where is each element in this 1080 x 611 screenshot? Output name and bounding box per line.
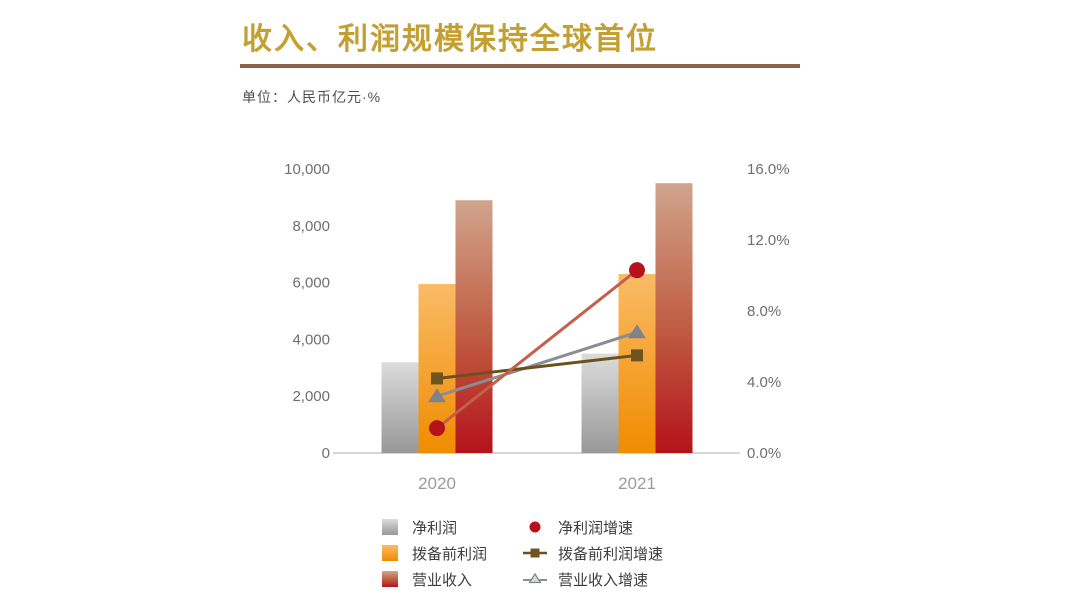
legend-label-pre-provision-profit: 拨备前利润 <box>412 545 488 563</box>
legend-marker-pre-provision-profit-growth-icon <box>522 545 548 561</box>
legend-row-1: 净利润 净利润增速 <box>382 514 663 540</box>
combo-chart: 10,000 8,000 6,000 4,000 2,000 0 16.0% 12.0% 8.0… <box>250 148 810 508</box>
svg-text:2,000: 2,000 <box>292 388 330 405</box>
legend-label-pre-provision-profit-growth: 拨备前利润增速 <box>558 545 664 563</box>
page-title: 收入、利润规模保持全球首位 <box>242 23 658 56</box>
svg-text:0.0%: 0.0% <box>747 445 781 462</box>
legend-swatch-net-profit <box>382 519 398 535</box>
legend-row-2: 拨备前利润 拨备前利润增速 <box>382 540 663 566</box>
svg-text:8,000: 8,000 <box>292 218 330 235</box>
legend-label-operating-income: 营业收入 <box>412 571 473 589</box>
legend-label-net-profit-growth: 净利润增速 <box>558 519 634 537</box>
title-underline <box>240 64 800 68</box>
legend-swatch-operating-income <box>382 571 398 587</box>
legend-swatch-pre-provision-profit <box>382 545 398 561</box>
svg-text:6,000: 6,000 <box>292 275 330 292</box>
unit-label: 单位：人民币亿元·% <box>242 89 382 105</box>
legend-marker-net-profit-growth-icon <box>522 519 548 535</box>
chart-legend: 净利润 净利润增速 拨备前利润 拨备前利润增速 营业收入 营业收入增速 <box>382 514 663 592</box>
svg-text:16.0%: 16.0% <box>747 161 790 178</box>
legend-label-net-profit: 净利润 <box>412 519 458 537</box>
svg-text:4.0%: 4.0% <box>747 374 781 391</box>
svg-text:2021: 2021 <box>618 474 656 493</box>
svg-text:4,000: 4,000 <box>292 331 330 348</box>
legend-marker-operating-income-growth-icon <box>522 571 548 587</box>
svg-text:8.0%: 8.0% <box>747 303 781 320</box>
svg-text:10,000: 10,000 <box>284 161 330 178</box>
legend-label-operating-income-growth: 营业收入增速 <box>558 571 649 589</box>
legend-row-3: 营业收入 营业收入增速 <box>382 566 663 592</box>
chart-canvas: 10,000 8,000 6,000 4,000 2,000 0 16.0% 12.0% 8.0… <box>284 161 790 493</box>
svg-text:2020: 2020 <box>418 474 456 493</box>
svg-text:0: 0 <box>322 445 330 462</box>
svg-text:12.0%: 12.0% <box>747 232 790 249</box>
